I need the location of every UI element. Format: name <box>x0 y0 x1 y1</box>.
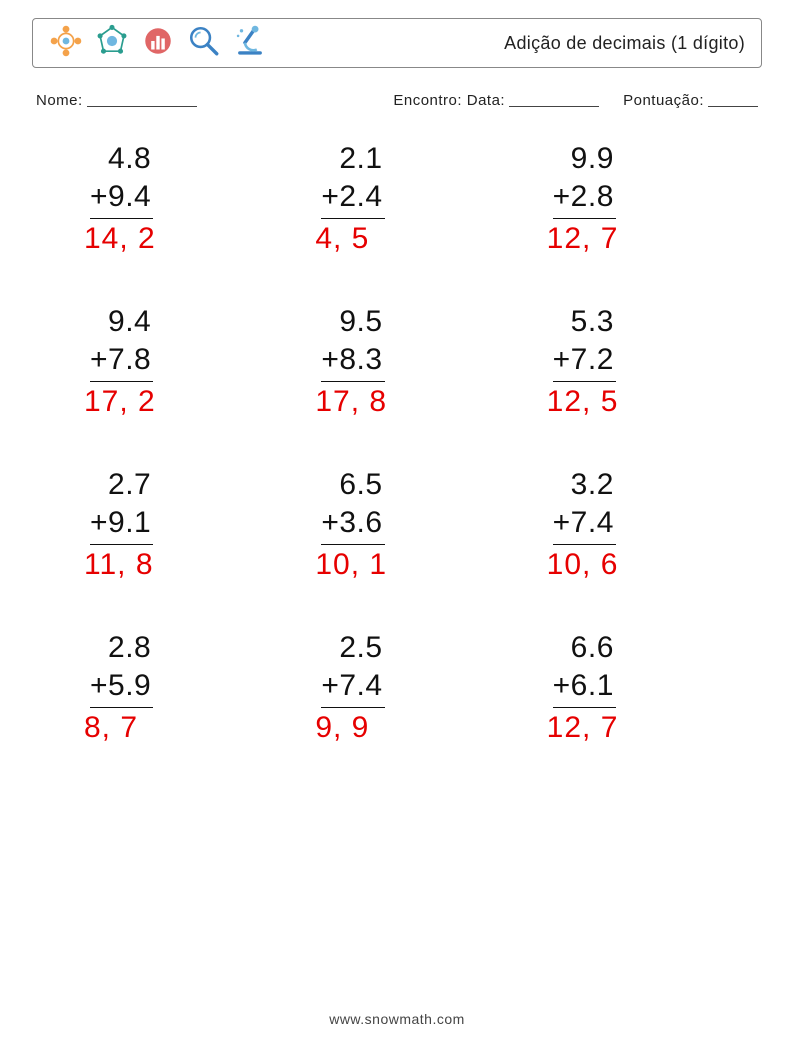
problem-stack: 2.5+7.4 <box>321 629 384 708</box>
addend-1: 2.7 <box>108 466 153 504</box>
problem-6: 5.3+7.212, 5 <box>523 303 734 420</box>
addend-2: +7.8 <box>90 341 153 379</box>
answer: 10, 6 <box>547 547 619 583</box>
answer: 12, 7 <box>547 710 619 746</box>
problem-stack: 2.7+9.1 <box>90 466 153 545</box>
header-box: Adição de decimais (1 dígito) <box>32 18 762 68</box>
addend-2: +8.3 <box>321 341 384 379</box>
problem-stack: 4.8+9.4 <box>90 140 153 219</box>
addend-1: 2.1 <box>339 140 384 178</box>
answer: 12, 7 <box>547 221 619 257</box>
answer: 10, 1 <box>315 547 387 583</box>
name-label: Nome: <box>36 92 83 109</box>
addend-1: 2.8 <box>108 629 153 667</box>
score-line[interactable] <box>708 92 758 107</box>
footer-url: www.snowmath.com <box>0 1011 794 1027</box>
sum-rule <box>90 218 153 219</box>
magnifier-icon <box>187 24 221 63</box>
problem-4: 9.4+7.817, 2 <box>60 303 271 420</box>
problem-5: 9.5+8.317, 8 <box>291 303 502 420</box>
chart-icon <box>141 24 175 63</box>
problem-8: 6.5+3.610, 1 <box>291 466 502 583</box>
sum-rule <box>553 381 616 382</box>
addend-2: +7.2 <box>553 341 616 379</box>
problem-stack: 9.9+2.8 <box>553 140 616 219</box>
problem-2: 2.1+2.44, 5 <box>291 140 502 257</box>
answer: 17, 8 <box>315 384 387 420</box>
problem-3: 9.9+2.812, 7 <box>523 140 734 257</box>
answer: 9, 9 <box>315 710 369 746</box>
problem-stack: 9.4+7.8 <box>90 303 153 382</box>
addend-1: 6.6 <box>571 629 616 667</box>
answer: 11, 8 <box>84 547 154 583</box>
network-icon <box>49 24 83 63</box>
sum-rule <box>90 544 153 545</box>
sum-rule <box>321 544 384 545</box>
problem-stack: 2.1+2.4 <box>321 140 384 219</box>
addend-1: 6.5 <box>339 466 384 504</box>
answer: 17, 2 <box>84 384 156 420</box>
sum-rule <box>321 707 384 708</box>
date-line[interactable] <box>509 92 599 107</box>
problems-grid: 4.8+9.414, 22.1+2.44, 59.9+2.812, 79.4+7… <box>60 140 734 746</box>
problem-stack: 9.5+8.3 <box>321 303 384 382</box>
score-label: Pontuação: <box>623 92 704 109</box>
problem-10: 2.8+5.98, 7 <box>60 629 271 746</box>
meta-row: Nome: Encontro: Data: Pontuação: <box>36 92 758 109</box>
worksheet-title: Adição de decimais (1 dígito) <box>504 33 745 54</box>
problem-11: 2.5+7.49, 9 <box>291 629 502 746</box>
addend-1: 5.3 <box>571 303 616 341</box>
answer: 8, 7 <box>84 710 138 746</box>
addend-2: +9.4 <box>90 178 153 216</box>
sum-rule <box>90 381 153 382</box>
addend-1: 9.9 <box>571 140 616 178</box>
problem-stack: 5.3+7.2 <box>553 303 616 382</box>
addend-1: 9.5 <box>339 303 384 341</box>
addend-2: +9.1 <box>90 504 153 542</box>
addend-2: +7.4 <box>321 667 384 705</box>
globe-icon <box>95 24 129 63</box>
addend-2: +2.8 <box>553 178 616 216</box>
addend-2: +5.9 <box>90 667 153 705</box>
problem-12: 6.6+6.112, 7 <box>523 629 734 746</box>
problem-stack: 6.5+3.6 <box>321 466 384 545</box>
sum-rule <box>553 544 616 545</box>
addend-1: 4.8 <box>108 140 153 178</box>
microscope-icon <box>233 24 267 63</box>
addend-1: 3.2 <box>571 466 616 504</box>
sum-rule <box>321 381 384 382</box>
name-line[interactable] <box>87 92 197 107</box>
sum-rule <box>90 707 153 708</box>
addend-2: +6.1 <box>553 667 616 705</box>
problem-stack: 3.2+7.4 <box>553 466 616 545</box>
problem-9: 3.2+7.410, 6 <box>523 466 734 583</box>
problem-1: 4.8+9.414, 2 <box>60 140 271 257</box>
answer: 4, 5 <box>315 221 369 257</box>
addend-2: +3.6 <box>321 504 384 542</box>
problem-stack: 6.6+6.1 <box>553 629 616 708</box>
answer: 12, 5 <box>547 384 619 420</box>
icon-row <box>49 24 267 63</box>
problem-stack: 2.8+5.9 <box>90 629 153 708</box>
sum-rule <box>553 218 616 219</box>
addend-1: 2.5 <box>339 629 384 667</box>
addend-2: +7.4 <box>553 504 616 542</box>
addend-2: +2.4 <box>321 178 384 216</box>
encounter-label: Encontro: Data: <box>393 92 505 109</box>
answer: 14, 2 <box>84 221 156 257</box>
sum-rule <box>321 218 384 219</box>
problem-7: 2.7+9.111, 8 <box>60 466 271 583</box>
addend-1: 9.4 <box>108 303 153 341</box>
sum-rule <box>553 707 616 708</box>
